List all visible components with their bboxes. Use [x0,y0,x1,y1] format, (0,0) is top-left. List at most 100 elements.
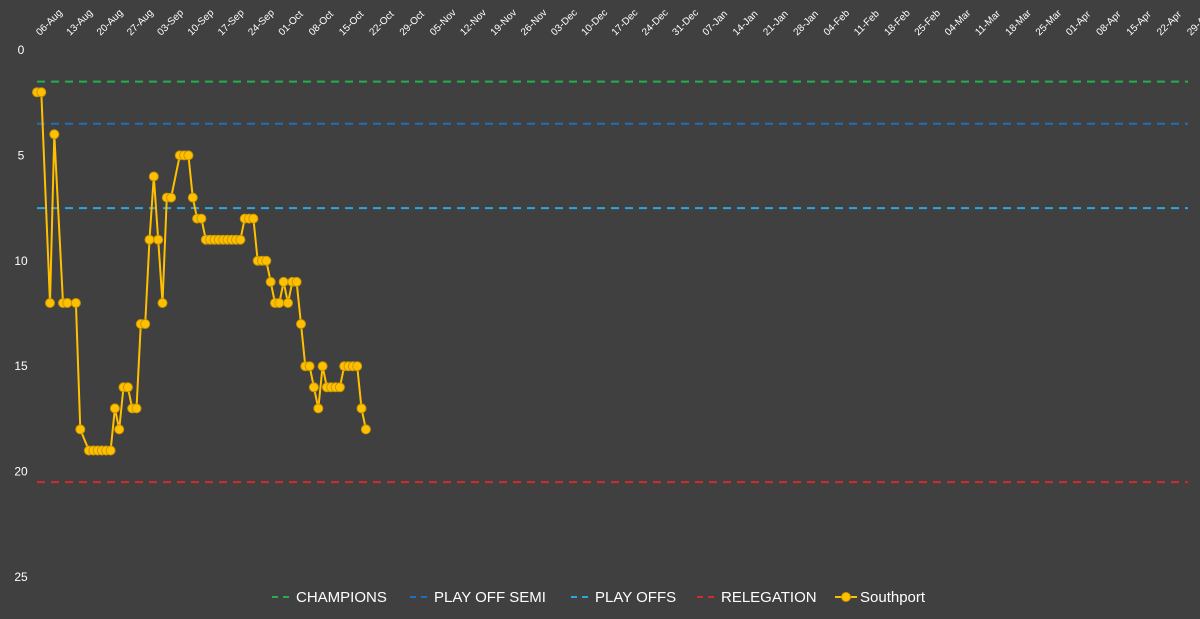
data-point [356,403,367,414]
data-point [196,213,207,224]
data-point [308,382,319,393]
legend-label: PLAY OFFS [595,589,676,606]
x-tick-label: 10-Sep [186,7,217,38]
x-tick-label: 28-Jan [792,9,821,38]
x-tick-label: 01-Oct [277,9,306,38]
x-tick-label: 10-Dec [580,8,611,39]
series-line-southport [37,91,367,452]
x-tick-label: 11-Mar [973,8,1003,38]
x-tick-label: 15-Apr [1125,9,1154,38]
x-tick-label: 17-Dec [610,8,641,39]
x-tick-label: 04-Mar [943,7,974,38]
x-tick-label: 20-Aug [95,8,126,39]
data-point [278,276,289,287]
data-point [235,234,246,245]
series-lines [37,91,367,452]
legend-item-southport: Southport [835,589,926,606]
data-point [140,319,151,329]
x-tick-label: 26-Nov [519,8,550,39]
data-point [122,382,133,393]
data-point [187,192,198,203]
x-tick-label: 01-Apr [1064,9,1093,38]
data-point [166,192,177,203]
x-tick-label: 08-Apr [1094,9,1123,38]
x-tick-label: 27-Aug [125,8,156,39]
y-tick-label: 0 [18,43,25,57]
x-tick-label: 04-Feb [822,8,852,38]
x-tick-label: 31-Dec [670,8,701,39]
legend-item-play-offs: PLAY OFFS [571,589,676,606]
data-point [261,255,272,266]
x-tick-label: 22-Oct [368,9,397,38]
data-point [62,298,73,308]
x-tick-label: 08-Oct [307,9,336,38]
y-tick-label: 5 [18,148,25,162]
data-point [49,129,60,140]
x-tick-label: 07-Jan [701,9,730,38]
data-point [105,445,116,456]
legend-label: PLAY OFF SEMI [434,589,546,606]
data-point [248,213,259,224]
legend-label: CHAMPIONS [296,589,387,606]
data-point [131,403,142,414]
x-tick-label: 19-Nov [489,8,520,39]
reference-lines [37,80,1188,484]
x-tick-label: 21-Jan [761,9,790,38]
x-tick-label: 05-Nov [428,8,459,39]
legend-item-champions: CHAMPIONS [272,589,387,606]
x-tick-label: 14-Jan [731,9,760,38]
data-point [45,298,55,308]
data-point [283,298,293,308]
data-point [274,298,285,308]
x-tick-label: 06-Aug [34,8,65,39]
data-point [313,403,324,414]
y-tick-label: 25 [14,570,28,584]
data-point [144,234,155,245]
x-tick-label: 03-Sep [156,7,187,38]
data-point [265,276,276,287]
x-tick-label: 13-Aug [65,8,96,39]
legend-label: RELEGATION [721,589,817,606]
data-point [157,298,168,308]
x-tick-label: 22-Apr [1155,9,1184,38]
x-tick-label: 12-Nov [458,8,489,39]
y-axis: 0 5 10 15 20 25 [14,43,28,584]
x-tick-label: 25-Feb [913,8,943,38]
x-tick-label: 18-Feb [882,8,912,38]
data-point [360,424,371,435]
y-tick-label: 20 [14,465,28,479]
legend-item-play-off-semi: PLAY OFF SEMI [410,589,546,606]
data-point [296,319,306,329]
x-tick-label: 29-Apr [1185,9,1200,38]
x-tick-label: 17-Sep [216,7,247,38]
data-point [334,382,345,393]
x-tick-label: 15-Oct [337,9,366,38]
data-point [153,234,164,245]
y-tick-label: 10 [14,254,28,268]
x-tick-label: 29-Oct [398,9,427,38]
data-point [304,361,315,372]
data-point [36,87,47,98]
legend-item-relegation: RELEGATION [697,589,817,606]
x-tick-label: 24-Sep [246,7,277,38]
data-point [109,403,120,414]
x-tick-label: 18-Mar [1004,7,1035,38]
legend-label: Southport [860,589,926,606]
data-point [148,171,159,182]
x-tick-label: 03-Dec [549,8,580,39]
data-point [183,150,194,161]
data-point [291,276,302,287]
data-point [317,361,328,372]
data-point [75,424,86,435]
x-axis: 06-Aug 13-Aug 20-Aug 27-Aug 03-Sep 10-Sep 17-S… [34,7,1200,38]
x-tick-label: 24-Dec [640,8,671,39]
y-tick-label: 15 [14,359,28,373]
data-point [114,424,125,435]
x-tick-label: 11-Feb [852,8,882,38]
legend-marker [841,592,851,602]
x-tick-label: 25-Mar [1034,7,1065,38]
data-point [70,298,81,308]
data-point [352,361,363,372]
series-points [32,87,371,456]
